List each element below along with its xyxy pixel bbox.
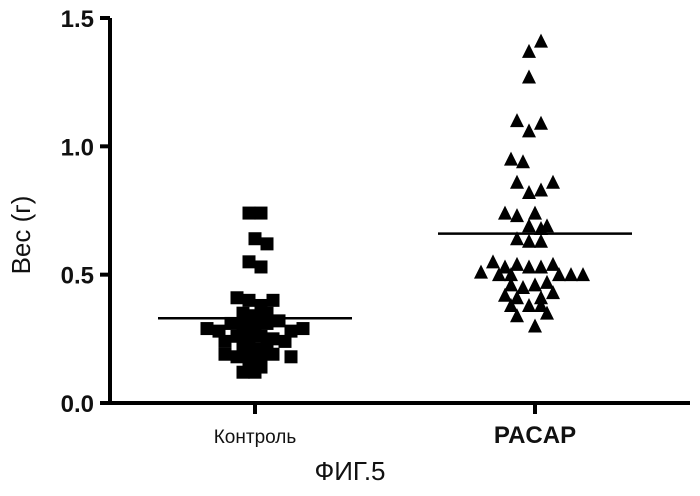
square-point (236, 365, 250, 379)
square-point (212, 324, 226, 338)
square-point (236, 319, 250, 333)
y-tick-label: 1.5 (61, 6, 94, 33)
square-point (242, 350, 256, 364)
triangle-point (534, 33, 548, 48)
square-point (248, 365, 262, 379)
triangle-point (504, 297, 518, 312)
mean-lines (158, 232, 632, 320)
square-point (266, 347, 280, 361)
triangle-point (534, 290, 548, 305)
square-point (278, 334, 292, 348)
triangle-point (528, 205, 542, 220)
triangle-point (486, 254, 500, 269)
square-point (254, 329, 268, 343)
square-point (284, 324, 298, 338)
triangle-point (534, 182, 548, 197)
square-point (260, 316, 274, 330)
triangle-point (540, 274, 554, 289)
square-point (296, 322, 310, 336)
square-point (200, 322, 214, 336)
triangle-point (528, 277, 542, 292)
triangle-point (546, 174, 560, 189)
triangle-point (510, 308, 524, 323)
triangle-point (510, 231, 524, 246)
triangle-point (510, 208, 524, 223)
y-tick-label: 0.0 (61, 391, 94, 418)
square-point (230, 329, 244, 343)
square-point (260, 306, 274, 320)
triangle-point (510, 113, 524, 128)
square-point (224, 316, 238, 330)
triangle-point (504, 277, 518, 292)
triangle-point (540, 305, 554, 320)
triangle-point (534, 259, 548, 274)
triangle-point (516, 154, 530, 169)
square-point (254, 260, 268, 274)
square-point (218, 347, 232, 361)
triangle-point (522, 185, 536, 200)
data-points (200, 33, 590, 379)
y-tick-label: 1.0 (61, 134, 94, 161)
triangle-point (546, 285, 560, 300)
axes: 0.0 0.5 1.0 1.5 Контроль PACAP (61, 6, 690, 449)
square-point (230, 291, 244, 305)
square-point (242, 293, 256, 307)
triangle-point (522, 69, 536, 84)
square-point (236, 340, 250, 354)
square-point (284, 350, 298, 364)
y-tick-label: 0.5 (61, 263, 94, 290)
triangle-point (474, 264, 488, 279)
triangle-point (528, 318, 542, 333)
triangle-point (522, 43, 536, 58)
triangle-point (552, 267, 566, 282)
square-point (260, 237, 274, 251)
triangle-point (546, 256, 560, 271)
x-tick-label: Контроль (214, 427, 297, 448)
square-point (248, 232, 262, 246)
y-axis-label: Вес (г) (6, 196, 36, 275)
square-point (218, 334, 232, 348)
triangle-point (522, 123, 536, 138)
triangle-point (498, 205, 512, 220)
triangle-point (498, 287, 512, 302)
triangle-point (522, 233, 536, 248)
triangle-point (504, 267, 518, 282)
triangle-point (564, 267, 578, 282)
triangle-point (534, 297, 548, 312)
triangle-point (510, 256, 524, 271)
triangle-point (510, 290, 524, 305)
square-point (230, 350, 244, 364)
square-point (242, 206, 256, 220)
x-tick-label: PACAP (494, 422, 576, 449)
triangle-point (534, 233, 548, 248)
square-point (254, 350, 268, 364)
triangle-point (498, 259, 512, 274)
square-point (242, 255, 256, 269)
triangle-point (522, 297, 536, 312)
triangle-point (510, 174, 524, 189)
triangle-point (534, 115, 548, 130)
figure-caption: ФИГ.5 (314, 456, 386, 486)
triangle-point (516, 280, 530, 294)
triangle-point (492, 267, 506, 282)
triangle-point (522, 218, 536, 233)
square-point (272, 314, 286, 328)
triangle-point (540, 218, 554, 233)
triangle-point (522, 259, 536, 274)
square-point (248, 319, 262, 333)
square-point (266, 293, 280, 307)
triangle-point (576, 267, 590, 282)
square-point (254, 206, 268, 220)
triangle-point (504, 151, 518, 166)
square-point (236, 306, 250, 320)
